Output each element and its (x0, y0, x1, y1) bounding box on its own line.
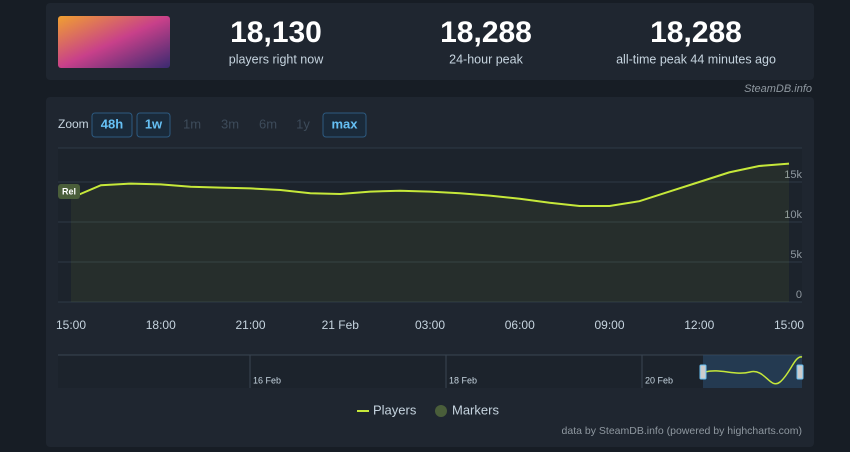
zoom-button[interactable]: 48h (101, 116, 123, 131)
zoom-button[interactable]: 3m (221, 116, 239, 131)
zoom-button[interactable]: 1w (145, 116, 163, 131)
stats-panel (46, 3, 814, 80)
y-tick-label: 5k (790, 249, 802, 261)
plot-area (58, 148, 802, 302)
zoom-button[interactable]: 6m (259, 116, 277, 131)
zoom-button[interactable]: max (331, 116, 358, 131)
stat-value: 18,288 (650, 16, 742, 49)
zoom-button-frame[interactable] (91, 112, 133, 138)
y-tick-label: 10k (784, 209, 802, 221)
stat-value: 18,288 (440, 16, 532, 49)
source[interactable]: SteamDB.info (744, 83, 812, 95)
x-tick-label: 18:00 (146, 318, 176, 332)
navigator-label: 16 Feb (253, 375, 281, 385)
x-tick-label: 09:00 (594, 318, 624, 332)
legend-swatch (435, 405, 447, 417)
x-tick-label: 21:00 (235, 318, 265, 332)
y-tick-label: 15k (784, 169, 802, 181)
legend-label[interactable]: Players (373, 402, 417, 417)
x-tick-label: 06:00 (505, 318, 535, 332)
series-area (71, 163, 789, 302)
navigator-handle[interactable] (796, 364, 804, 380)
navigator (58, 355, 802, 388)
zoom-button-frame[interactable] (322, 112, 367, 138)
navigator-line (704, 356, 803, 385)
series-line (70, 162, 790, 207)
x-tick-label: 15:00 (774, 318, 804, 332)
credits[interactable]: data by SteamDB.info (powered by highcha… (562, 425, 802, 437)
stat-value: 18,130 (230, 16, 322, 49)
navigator-handle[interactable] (699, 364, 707, 380)
dynamic: 18,130 players right now 18,288 24-hour pea… (56, 16, 804, 437)
stat-label: all-time peak 44 minutes ago (616, 52, 776, 66)
legend-label[interactable]: Markers (452, 402, 499, 417)
navigator-label: 20 Feb (645, 375, 673, 385)
zoom-button[interactable]: 1y (296, 116, 310, 131)
stat-label: players right now (229, 52, 324, 66)
x-tick-label: 15:00 (56, 318, 86, 332)
x-tick-label: 12:00 (684, 318, 714, 332)
x-tick-label: 21 Feb (322, 318, 360, 332)
stat-label: 24-hour peak (449, 52, 523, 66)
zoom-label: Zoom (58, 117, 89, 131)
game-image (58, 16, 170, 68)
annotation[interactable]: Rel (62, 186, 76, 196)
zoom-button-frame[interactable] (136, 112, 171, 138)
zoom-button[interactable]: 1m (183, 116, 201, 131)
navigator-label: 18 Feb (449, 375, 477, 385)
y-tick-label: 0 (796, 289, 802, 301)
x-tick-label: 03:00 (415, 318, 445, 332)
annotation-box[interactable] (58, 184, 80, 199)
